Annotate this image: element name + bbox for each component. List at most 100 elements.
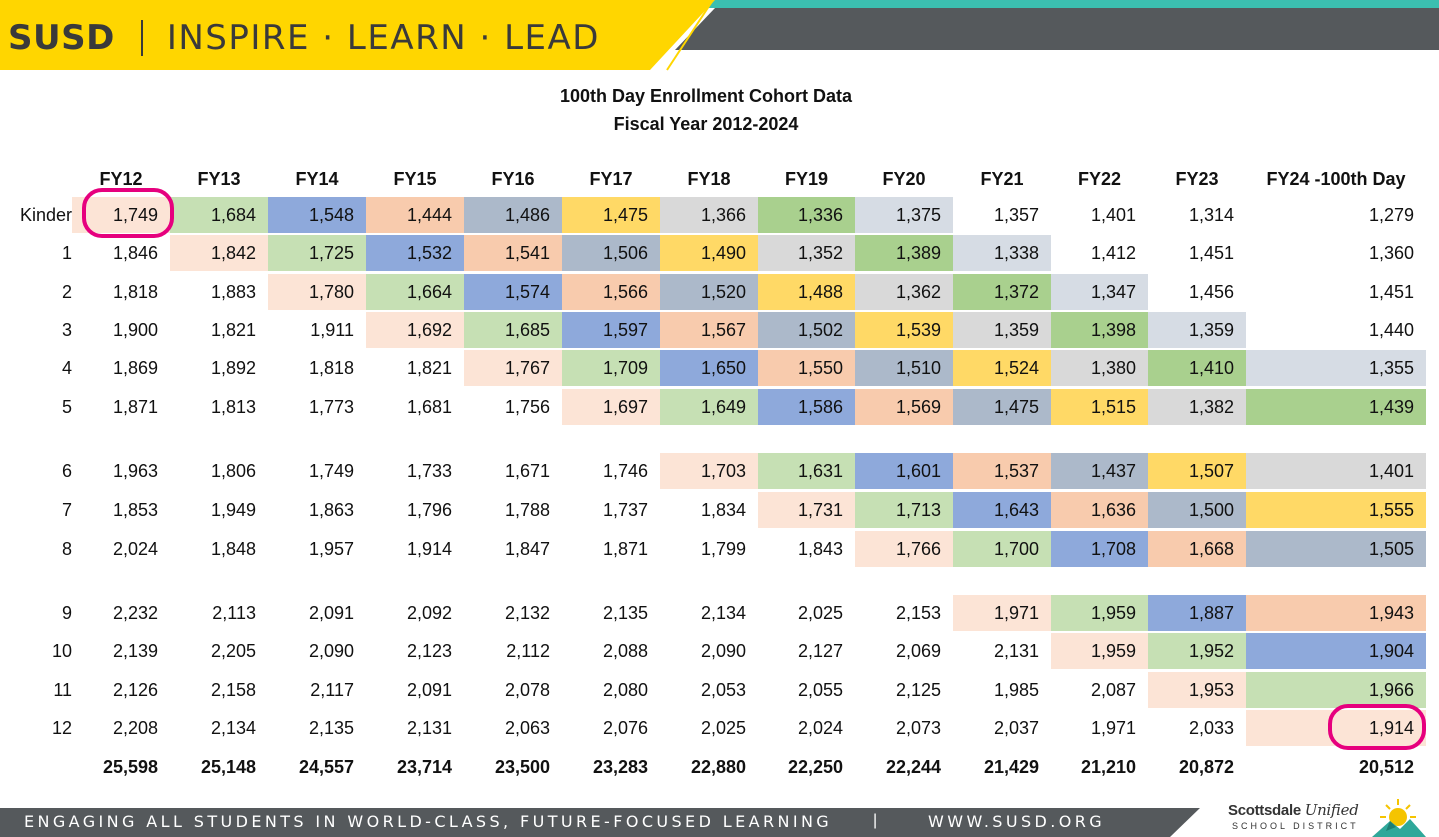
table-cell: 1,586 — [758, 389, 855, 425]
total-cell: 22,250 — [787, 756, 843, 777]
row-label: 7 — [61, 499, 72, 520]
row-label: 6 — [61, 460, 72, 481]
column-header: FY17 — [589, 168, 633, 189]
table-cell: 1,451 — [1368, 281, 1414, 302]
total-cell: 22,880 — [690, 756, 746, 777]
table-cell: 1,475 — [562, 197, 660, 233]
table-cell: 1,488 — [758, 274, 855, 310]
row-label: 1 — [61, 242, 72, 263]
table-cell: 1,643 — [953, 492, 1051, 528]
table-cell: 1,597 — [562, 312, 660, 348]
table-cell: 2,112 — [506, 640, 550, 661]
table-cell: 1,439 — [1246, 389, 1426, 425]
table-cell: 2,208 — [112, 717, 158, 738]
row-label: 3 — [61, 319, 72, 340]
table-cell: 1,360 — [1368, 242, 1414, 263]
row-label: 10 — [51, 640, 72, 661]
table-cell: 1,569 — [855, 389, 953, 425]
table-cell: 1,813 — [210, 396, 256, 417]
table-cell: 1,713 — [855, 492, 953, 528]
district-name: Scottsdale Unified — [1228, 801, 1359, 819]
row-label: 4 — [61, 357, 72, 378]
table-cell: 1,490 — [660, 235, 758, 271]
table-cell: 2,125 — [895, 679, 941, 700]
table-cell: 1,883 — [210, 281, 256, 302]
table-cell: 1,692 — [366, 312, 464, 348]
row-label: 2 — [61, 281, 72, 302]
table-cell: 1,796 — [406, 499, 452, 520]
table-cell: 2,134 — [210, 717, 256, 738]
table-cell: 1,733 — [406, 460, 452, 481]
row-label: 5 — [61, 396, 72, 417]
table-cell: 1,684 — [170, 197, 268, 233]
table-cell: 2,127 — [797, 640, 843, 661]
column-header: FY12 — [99, 168, 143, 189]
susd-logo: SUSD — [8, 18, 115, 58]
table-cell: 1,863 — [308, 499, 354, 520]
table-cell: 1,664 — [366, 274, 464, 310]
table-cell: 1,566 — [562, 274, 660, 310]
table-cell: 1,749 — [308, 460, 354, 481]
table-cell: 1,943 — [1246, 595, 1426, 631]
column-header: FY21 — [980, 168, 1024, 189]
table-cell: 2,126 — [112, 679, 158, 700]
table-cell: 1,821 — [210, 319, 256, 340]
table-cell: 2,087 — [1090, 679, 1136, 700]
footer-url[interactable]: WWW.SUSD.ORG — [928, 812, 1106, 831]
table-cell: 1,355 — [1246, 350, 1426, 386]
total-cell: 21,429 — [983, 756, 1039, 777]
table-cell: 1,515 — [1051, 389, 1148, 425]
row-label: 9 — [61, 602, 72, 623]
table-cell: 1,767 — [464, 350, 562, 386]
total-cell: 23,714 — [396, 756, 452, 777]
table-cell: 1,520 — [660, 274, 758, 310]
table-cell: 1,806 — [210, 460, 256, 481]
table-cell: 1,550 — [758, 350, 855, 386]
table-cell: 1,486 — [464, 197, 562, 233]
table-cell: 1,842 — [170, 235, 268, 271]
total-cell: 25,148 — [200, 756, 256, 777]
column-header: FY22 — [1077, 168, 1122, 189]
table-cell: 1,359 — [953, 312, 1051, 348]
table-cell: 1,869 — [112, 357, 158, 378]
header-yellow-band — [0, 0, 715, 70]
table-cell: 1,766 — [855, 531, 953, 567]
table-cell: 1,821 — [406, 357, 452, 378]
table-cell: 1,505 — [1246, 531, 1426, 567]
table-cell: 1,359 — [1148, 312, 1246, 348]
table-cell: 1,780 — [268, 274, 366, 310]
table-cell: 1,709 — [562, 350, 660, 386]
table-cell: 1,963 — [112, 460, 158, 481]
table-cell: 2,132 — [504, 602, 550, 623]
row-label: 12 — [51, 717, 72, 738]
header-accent-line — [666, 0, 714, 71]
footer-band — [0, 808, 1200, 837]
table-cell: 1,650 — [660, 350, 758, 386]
table-cell: 2,232 — [112, 602, 158, 623]
header-gray-band — [675, 8, 1439, 50]
row-label: 8 — [61, 538, 72, 559]
table-cell: 2,131 — [406, 717, 452, 738]
table-cell: 1,914 — [406, 538, 452, 559]
table-cell: 1,700 — [953, 531, 1051, 567]
table-cell: 1,685 — [464, 312, 562, 348]
column-header: FY20 — [882, 168, 926, 189]
table-cell: 1,475 — [953, 389, 1051, 425]
table-cell: 1,799 — [700, 538, 746, 559]
table-cell: 1,601 — [855, 453, 953, 489]
column-header: FY23 — [1175, 168, 1219, 189]
table-cell: 1,389 — [855, 235, 953, 271]
table-cell: 1,737 — [602, 499, 648, 520]
table-cell: 1,952 — [1148, 633, 1246, 669]
total-cell: 21,210 — [1080, 756, 1136, 777]
table-cell: 2,092 — [406, 602, 452, 623]
table-cell: 1,456 — [1188, 281, 1234, 302]
table-cell: 2,069 — [895, 640, 941, 661]
table-cell: 1,437 — [1051, 453, 1148, 489]
table-cell: 2,091 — [308, 602, 354, 623]
table-cell: 1,834 — [700, 499, 746, 520]
row-label: 11 — [53, 679, 72, 700]
table-cell: 2,113 — [212, 602, 256, 623]
table-cell: 1,510 — [855, 350, 953, 386]
table-cell: 1,314 — [1188, 204, 1234, 225]
